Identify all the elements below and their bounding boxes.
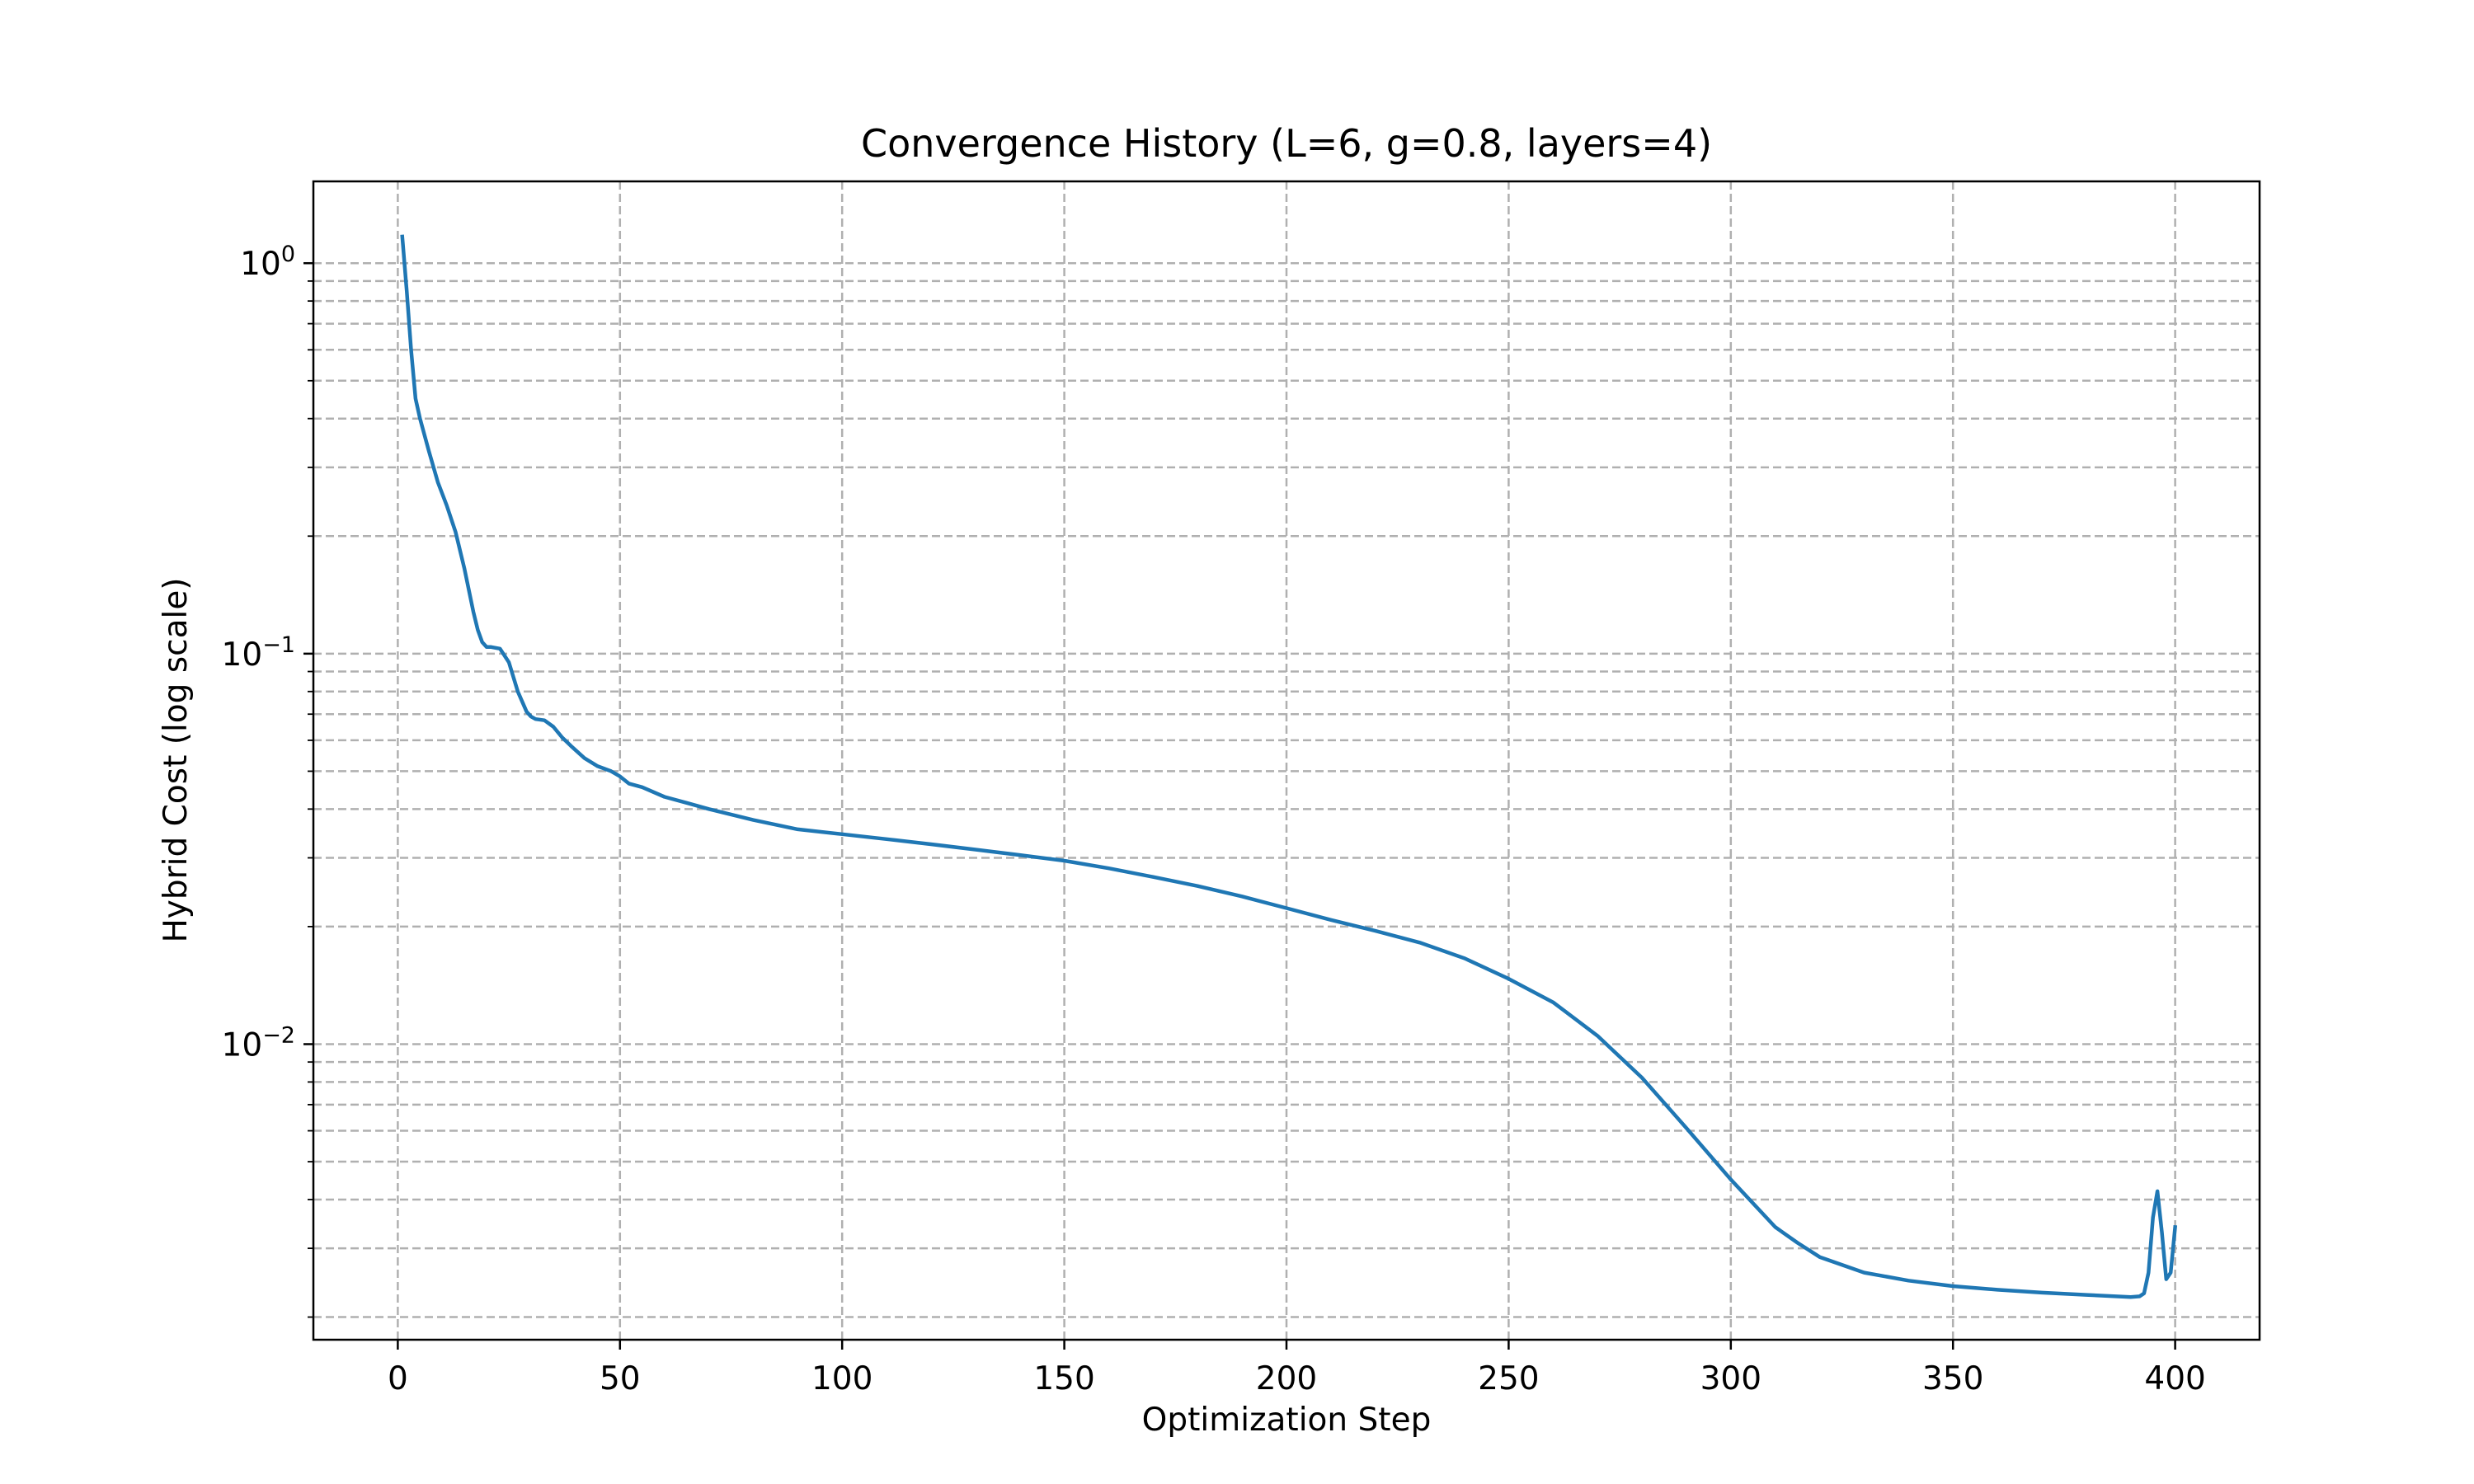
y-tick-label: 100 xyxy=(240,242,295,283)
chart-title: Convergence History (L=6, g=0.8, layers=… xyxy=(861,121,1712,166)
x-tick-label: 400 xyxy=(2144,1360,2205,1397)
x-tick-label: 150 xyxy=(1033,1360,1094,1397)
x-tick-label: 100 xyxy=(811,1360,872,1397)
y-axis-label: Hybrid Cost (log scale) xyxy=(158,577,195,942)
x-tick-label: 300 xyxy=(1700,1360,1761,1397)
x-axis-ticks: 0 50 100 150 200 250 300 350 400 xyxy=(388,1340,2206,1397)
y-tick-label: 10−2 xyxy=(222,1022,295,1064)
cost-series-line xyxy=(400,234,2178,1299)
grid-lines xyxy=(313,181,2260,1340)
y-axis-ticks: 100 10−1 10−2 xyxy=(222,242,313,1318)
x-tick-label: 50 xyxy=(600,1360,641,1397)
x-tick-label: 0 xyxy=(388,1360,408,1397)
series-layer xyxy=(400,234,2178,1299)
y-tick-label: 10−1 xyxy=(222,632,295,674)
x-axis-label: Optimization Step xyxy=(1142,1402,1432,1439)
x-tick-label: 250 xyxy=(1478,1360,1539,1397)
x-tick-label: 350 xyxy=(1922,1360,1983,1397)
x-tick-label: 200 xyxy=(1256,1360,1317,1397)
